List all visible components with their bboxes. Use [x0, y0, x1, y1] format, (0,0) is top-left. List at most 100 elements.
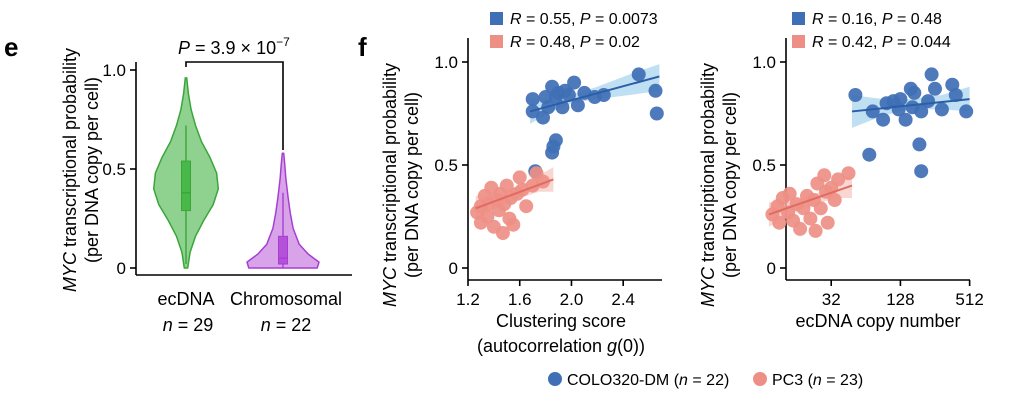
fit-line-pc3 — [768, 184, 853, 216]
panel-label-e: e — [4, 32, 18, 62]
y-tick-label: 0 — [449, 259, 458, 278]
x-tick-label: 512 — [955, 290, 983, 309]
bottom-legend-colo-text: COLO320-DM (n = 22) — [567, 372, 729, 389]
point-colo320-dm — [912, 137, 927, 152]
bottom-legend-pc3-marker — [753, 372, 767, 386]
panel-label-f: f — [358, 32, 367, 62]
point-colo320-dm — [914, 104, 929, 119]
point-pc3 — [796, 201, 811, 216]
panel-e: e MYC transcriptional probability (per D… — [4, 32, 352, 335]
y-tick-label: 0 — [117, 259, 126, 278]
y-tick-label: 1.0 — [752, 53, 776, 72]
bottom-legend: COLO320-DM (n = 22) PC3 (n = 23) — [548, 372, 863, 389]
legend-f1-pc3-text: R = 0.48, P = 0.02 — [510, 34, 640, 51]
point-colo320-dm — [567, 75, 582, 90]
panel-f1-xlabel: Clustering score — [496, 311, 626, 331]
point-pc3 — [813, 201, 828, 216]
point-colo320-dm — [649, 106, 664, 121]
panel-f2-y-ticks: 0 0.5 1.0 — [752, 53, 786, 278]
panel-e-violins — [152, 77, 320, 269]
panel-f2-legend: R = 0.16, P = 0.48 R = 0.42, P = 0.044 — [792, 11, 951, 51]
point-pc3 — [499, 178, 514, 193]
x-tick-label: 1.2 — [456, 290, 480, 309]
legend-f1-colo-swatch — [490, 12, 503, 25]
panel-f2-x-ticks: 32 128 512 — [822, 280, 984, 309]
point-colo320-dm — [545, 145, 560, 160]
point-colo320-dm — [862, 147, 877, 162]
y-tick-label: 0 — [767, 259, 776, 278]
x-tick-label: 32 — [822, 290, 841, 309]
y-tick-label: 1.0 — [102, 61, 126, 80]
point-colo320-dm — [959, 104, 974, 119]
panel-f2-plot-area — [765, 67, 974, 238]
x-tick-label: 2.0 — [560, 290, 584, 309]
point-colo320-dm — [945, 77, 960, 92]
x-tick-label: 128 — [886, 290, 914, 309]
point-colo320-dm — [914, 164, 929, 179]
point-pc3 — [519, 199, 534, 214]
legend-f1-pc3-swatch — [490, 35, 503, 48]
fit-line-pc3 — [475, 178, 554, 210]
point-colo320-dm — [898, 112, 913, 127]
point-pc3 — [495, 226, 510, 240]
panel-f2-xlabel: ecDNA copy number — [795, 311, 960, 331]
fit-line-colo320-dm — [851, 98, 970, 113]
point-colo320-dm — [631, 67, 646, 82]
panel-f2-ylabel-line1: MYC transcriptional probability — [698, 63, 718, 307]
point-colo320-dm — [876, 112, 891, 127]
point-pc3 — [827, 193, 842, 207]
point-pc3 — [841, 166, 856, 181]
x-tick-label: 1.6 — [508, 290, 532, 309]
point-pc3 — [512, 170, 527, 185]
panel-e-y-ticks: 0 0.5 1.0 — [102, 61, 136, 278]
x-tick-label: 2.4 — [611, 290, 635, 309]
fit-line-colo320-dm — [529, 75, 660, 113]
point-pc3 — [480, 209, 495, 224]
y-tick-label: 0.5 — [102, 160, 126, 179]
p-value-label: P = 3.9 × 10−7 — [178, 35, 290, 58]
point-pc3 — [820, 215, 835, 230]
panel-e-ylabel-line1: MYC transcriptional probability — [60, 48, 80, 292]
panel-f1-y-ticks: 0 0.5 1.0 — [434, 53, 468, 278]
panel-f1-legend: R = 0.55, P = 0.0073 R = 0.48, P = 0.02 — [490, 11, 658, 51]
panel-f2-ylabel-line2: (per DNA copy per cell) — [720, 92, 740, 278]
point-pc3 — [831, 172, 846, 187]
legend-f1-colo-text: R = 0.55, P = 0.0073 — [510, 11, 658, 28]
point-colo320-dm — [893, 92, 908, 107]
point-pc3 — [782, 186, 797, 201]
point-colo320-dm — [934, 102, 949, 117]
panel-f-clustering: f MYC transcriptional probability (per D… — [358, 11, 664, 356]
group-n-chromosomal: n = 22 — [261, 315, 312, 335]
point-colo320-dm — [561, 88, 576, 102]
legend-f2-colo-swatch — [792, 12, 805, 25]
point-colo320-dm — [907, 85, 922, 100]
y-tick-label: 1.0 — [434, 53, 458, 72]
point-pc3 — [808, 223, 823, 238]
group-label-chromosomal: Chromosomal — [230, 289, 342, 309]
point-colo320-dm — [548, 133, 563, 148]
p-value-bracket — [185, 61, 284, 150]
point-colo320-dm — [648, 83, 663, 98]
panel-f1-ylabel-line1: MYC transcriptional probability — [380, 63, 400, 307]
panel-f1-plot-area — [470, 64, 664, 240]
point-pc3 — [772, 215, 787, 230]
legend-f2-pc3-swatch — [792, 35, 805, 48]
legend-f2-colo-text: R = 0.16, P = 0.48 — [812, 11, 942, 28]
panel-f1-xlabel-line2: (autocorrelation g(0)) — [477, 336, 645, 356]
point-colo320-dm — [924, 67, 939, 82]
box-ecdna — [181, 160, 191, 212]
panel-f1-x-ticks: 1.2 1.6 2.0 2.4 — [456, 280, 635, 309]
panel-e-ylabel-line2: (per DNA copy per cell) — [82, 77, 102, 263]
point-colo320-dm — [928, 81, 942, 96]
point-colo320-dm — [570, 98, 585, 113]
bottom-legend-colo-marker — [548, 372, 562, 386]
box-chromosomal — [278, 235, 288, 265]
legend-f2-pc3-text: R = 0.42, P = 0.044 — [812, 34, 951, 51]
point-colo320-dm — [848, 88, 863, 102]
point-pc3 — [803, 211, 818, 226]
panel-f-copy-number: MYC transcriptional probability (per DNA… — [698, 11, 984, 331]
point-colo320-dm — [525, 92, 540, 107]
group-label-ecdna: ecDNA — [157, 289, 214, 309]
point-pc3 — [793, 221, 808, 236]
